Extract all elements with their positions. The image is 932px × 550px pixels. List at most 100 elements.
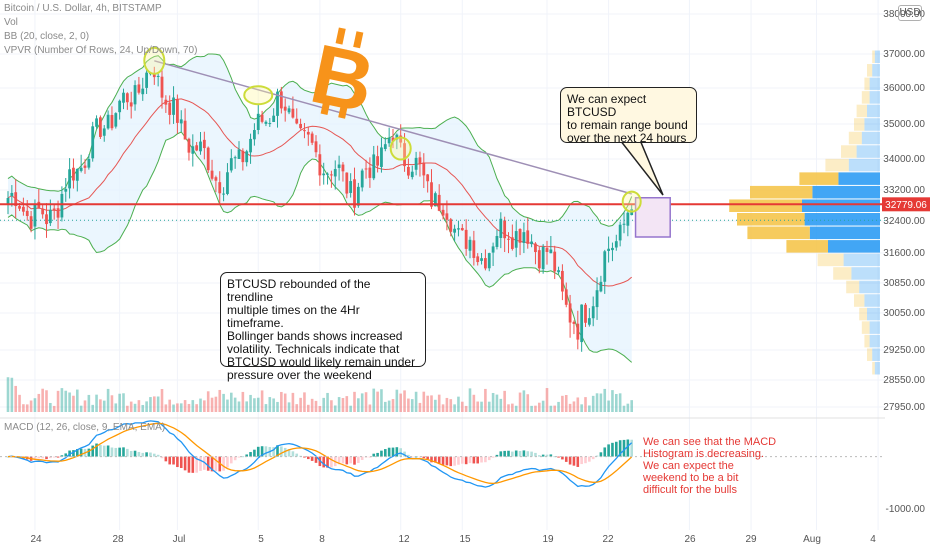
macd-histogram-bar: [106, 445, 110, 457]
volume-bar: [45, 390, 48, 412]
price-axis-label: 29250.00: [883, 345, 925, 356]
macd-histogram-bar: [603, 447, 607, 457]
candle-body: [156, 75, 160, 77]
candle-body: [349, 181, 353, 193]
macd-histogram-bar: [114, 447, 118, 457]
candle-body: [56, 208, 60, 218]
candle-body: [541, 246, 545, 270]
candle-body: [480, 258, 483, 261]
chart-title: Bitcoin / U.S. Dollar, 4h, BITSTAMP: [4, 3, 162, 14]
macd-histogram-bar: [630, 439, 633, 457]
volume-bar: [553, 405, 556, 412]
candle-body: [514, 231, 518, 248]
time-axis[interactable]: 24 28 Jul 5 8 12 15 19 22 26 29 Aug 4: [30, 534, 876, 545]
candle-body: [299, 123, 302, 129]
note-line: BTCUSD would likely remain under: [227, 355, 416, 369]
volume-bar: [110, 395, 114, 412]
candle-body: [179, 119, 183, 124]
volume-bar: [14, 385, 17, 412]
volume-bar: [576, 397, 580, 412]
volume-profile-up-bar: [812, 185, 880, 199]
time-axis-label: 26: [684, 534, 696, 545]
trendline-touch-circle: [389, 136, 412, 161]
volume-profile-down-bar: [867, 64, 873, 77]
candle-body: [206, 147, 210, 171]
candle-body: [176, 99, 179, 123]
volume-bar: [164, 404, 168, 412]
volume-bar: [322, 397, 325, 412]
candle-body: [530, 241, 533, 245]
volume-profile-up-bar: [848, 158, 880, 172]
candle-body: [561, 270, 564, 292]
volume-profile-up-bar: [802, 199, 880, 212]
macd-histogram-bar: [468, 456, 472, 464]
volume-bar: [449, 399, 453, 412]
volume-bar: [580, 404, 583, 412]
candle-body: [253, 130, 256, 140]
volume-bar: [503, 390, 506, 412]
volume-bar: [545, 388, 549, 412]
volume-bar: [187, 403, 191, 412]
volume-bar: [418, 402, 422, 412]
macd-histogram-bar: [230, 456, 233, 464]
macd-histogram-bar: [380, 450, 383, 457]
volume-profile-down-bar: [856, 104, 867, 118]
volume-bar: [291, 392, 295, 412]
volume-bar: [176, 403, 179, 412]
range-bound-note: We can expect BTCUSD to remain range bou…: [560, 87, 697, 145]
candle-body: [310, 133, 314, 143]
candle-body: [414, 157, 418, 170]
volume-bar: [337, 397, 341, 412]
macd-histogram-bar: [368, 456, 372, 458]
candle-body: [283, 106, 287, 111]
candle-body: [453, 228, 456, 233]
volume-bar: [226, 399, 229, 412]
volume-profile-up-bar: [867, 104, 880, 118]
candle-body: [226, 172, 229, 194]
macd-histogram-bar: [41, 456, 44, 459]
candle-body: [272, 115, 276, 122]
volume-bar: [407, 398, 410, 412]
volume-bar: [310, 398, 314, 412]
macd-histogram-bar: [545, 454, 549, 457]
candle-body: [83, 165, 87, 168]
volume-profile-up-bar: [869, 91, 880, 104]
candle-body: [68, 169, 71, 189]
volume-bar: [414, 391, 418, 412]
macd-histogram-bar: [249, 452, 252, 457]
candle-body: [518, 229, 522, 243]
candle-body: [110, 114, 114, 129]
currency-badge[interactable]: USD: [898, 5, 922, 21]
candle-body: [172, 97, 175, 115]
volume-bar: [399, 393, 402, 412]
macd-histogram-bar: [137, 451, 141, 457]
volume-bar: [534, 405, 537, 412]
candlesticks: [6, 66, 634, 352]
macd-histogram-bar: [149, 452, 152, 457]
macd-histogram-bar: [210, 456, 214, 472]
time-axis-label: 22: [602, 534, 614, 545]
volume-bar: [330, 400, 333, 412]
volume-bar: [149, 397, 152, 412]
candle-body: [10, 192, 14, 197]
candle-body: [460, 227, 464, 231]
volume-profile-up-bar: [864, 294, 880, 307]
volume-bar: [6, 377, 10, 412]
macd-histogram-bar: [133, 450, 137, 457]
candle-body: [564, 289, 568, 305]
candle-body: [437, 194, 441, 211]
volume-bar: [491, 392, 495, 412]
volume-bar: [79, 405, 83, 412]
macd-histogram-bar: [126, 448, 129, 457]
volume-bar: [60, 388, 64, 412]
volume-bar: [68, 392, 71, 412]
volume-bar: [122, 393, 125, 412]
volume-bar: [37, 393, 41, 412]
volume-bar: [29, 400, 33, 412]
candle-body: [499, 218, 503, 238]
macd-histogram-bar: [514, 450, 518, 457]
volume-bar: [49, 402, 52, 412]
candle-body: [276, 91, 279, 116]
candle-body: [353, 179, 356, 208]
